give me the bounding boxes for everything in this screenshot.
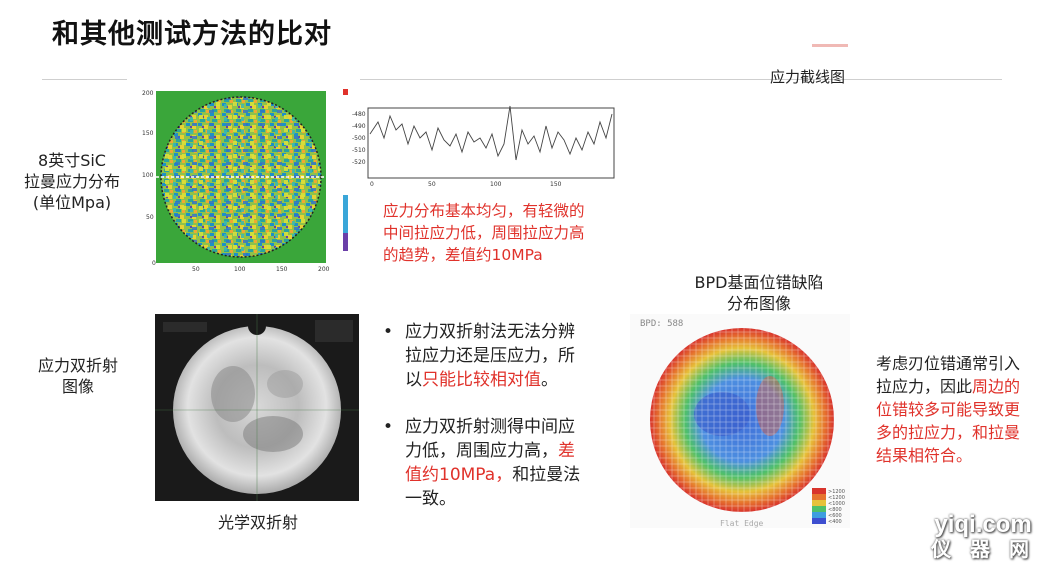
svg-text:<800: <800 [828, 507, 842, 513]
raman-observation: 应力分布基本均匀，有轻微的 中间拉应力低，周围拉应力高 的趋势，差值约10MPa [383, 202, 585, 264]
svg-text:150: 150 [142, 130, 154, 137]
svg-text:<600: <600 [828, 513, 842, 519]
svg-text:100: 100 [234, 266, 246, 273]
title-divider-left [42, 79, 127, 80]
svg-text:-490: -490 [352, 123, 366, 130]
svg-text:>1200: >1200 [828, 489, 845, 495]
svg-text:-480: -480 [352, 111, 366, 118]
page-title: 和其他测试方法的比对 [52, 19, 332, 50]
svg-text:50: 50 [192, 266, 200, 273]
svg-text:0: 0 [370, 181, 374, 188]
bpd-conclusion: 考虑刃位错通常引入 拉应力，因此周边的 位错较多可能导致更 多的拉应力，和拉曼 … [876, 354, 1021, 465]
svg-text:50: 50 [146, 214, 154, 221]
bpd-defect-map: BPD: 588 Flat Edge >1200 <1200 <1000 <800 <… [630, 314, 850, 528]
svg-text:-500: -500 [352, 135, 366, 142]
svg-text:BPD: 588: BPD: 588 [640, 319, 683, 329]
birefringence-image [155, 314, 359, 501]
title-divider-right [360, 79, 1002, 80]
svg-text:0: 0 [152, 260, 156, 267]
accent-mark [812, 44, 848, 47]
svg-text:150: 150 [276, 266, 288, 273]
svg-text:Flat Edge: Flat Edge [720, 519, 764, 528]
svg-text:100: 100 [490, 181, 502, 188]
bullet-birefringence-result: • 应力双折射测得中间应 力低，周围应力高，差 值约10MPa，和拉曼法 一致。 [383, 417, 581, 509]
raman-label: 8英寸SiC 拉曼应力分布 (单位Mpa) [23, 151, 120, 212]
stress-profile-chart: 0 50 100 150 -480 -490 -500 -510 -520 [350, 104, 620, 188]
svg-text:-510: -510 [352, 147, 366, 154]
bpd-title: BPD基面位错缺陷 分布图像 [694, 273, 824, 313]
svg-text:200: 200 [318, 266, 330, 273]
svg-text:<400: <400 [828, 519, 842, 525]
birefringence-caption: 光学双折射 [218, 513, 299, 532]
svg-text:<1000: <1000 [828, 501, 845, 507]
yiqi-watermark-logo: yiqi.com 仪 器 网 [931, 511, 1035, 561]
svg-text:<1200: <1200 [828, 495, 845, 501]
bullet-birefringence-limitation: • 应力双折射法无法分辨 拉应力还是压应力，所 以只能比较相对值。 [383, 322, 575, 390]
svg-text:-520: -520 [352, 159, 366, 166]
stress-profile-label: 应力截线图 [770, 68, 846, 86]
svg-text:100: 100 [142, 172, 154, 179]
raman-stress-map: 0 50 100 150 200 200 150 100 50 [138, 83, 356, 283]
bullet-dot: • [383, 322, 394, 342]
svg-text:150: 150 [550, 181, 562, 188]
svg-text:50: 50 [428, 181, 436, 188]
bullet-dot: • [383, 417, 394, 437]
svg-text:200: 200 [142, 90, 154, 97]
birefringence-label: 应力双折射 图像 [37, 356, 118, 396]
